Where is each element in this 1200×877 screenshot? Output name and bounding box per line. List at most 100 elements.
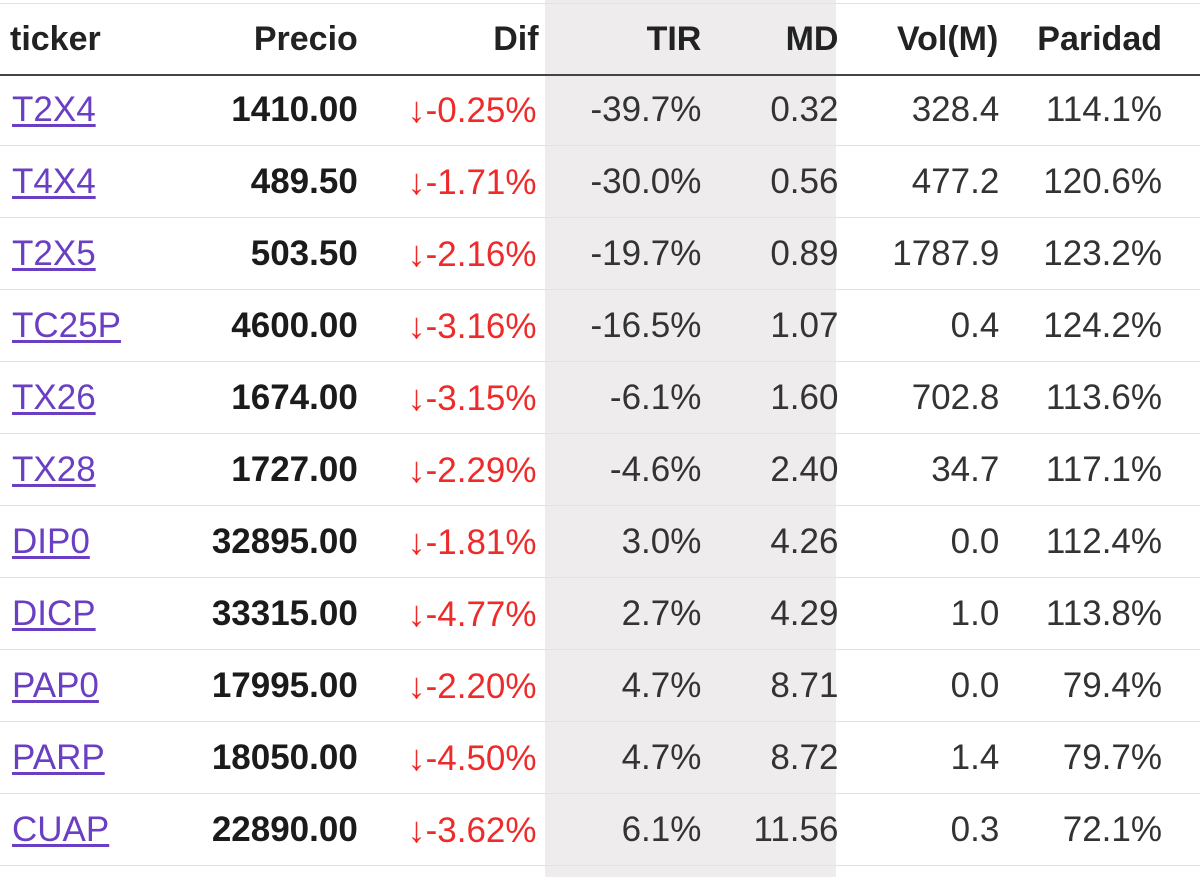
change-value: -4.77% [425, 594, 537, 634]
md-cell: 2.40 [713, 433, 851, 506]
down-arrow-icon: ↓ [407, 664, 426, 706]
down-arrow-icon: ↓ [407, 376, 426, 418]
tir-cell: 3.0% [551, 505, 714, 578]
change-value: -4.50% [425, 738, 537, 778]
ticker-cell: DICP [0, 577, 155, 650]
change-value: -0.25% [425, 90, 537, 130]
ticker-link[interactable]: T4X4 [12, 161, 96, 201]
down-arrow-icon: ↓ [407, 232, 426, 274]
change-value: -1.81% [425, 522, 537, 562]
ticker-cell: PAP0 [0, 649, 155, 722]
price-cell: 33315.00 [154, 577, 361, 650]
change-cell: ↓-4.50% [360, 721, 552, 794]
volume-cell: 0.0 [850, 649, 1013, 722]
ticker-cell: T2X4 [0, 74, 155, 146]
md-cell: 1.60 [713, 361, 851, 434]
ticker-cell: TX28 [0, 433, 155, 506]
header-ticker[interactable]: ticker [10, 19, 101, 58]
ticker-link[interactable]: TX28 [12, 449, 96, 489]
table-row: PARP 18050.00 ↓-4.50% 4.7% 8.72 1.4 79.7% [0, 721, 1200, 794]
parity-cell: 120.6% [1012, 145, 1200, 218]
md-cell: 1.07 [713, 289, 851, 362]
volume-cell: 328.4 [850, 74, 1013, 146]
parity-cell: 117.1% [1012, 433, 1200, 506]
price-cell: 22890.00 [154, 793, 361, 866]
top-divider [0, 3, 1200, 4]
tir-cell: 4.7% [551, 649, 714, 722]
change-value: -2.16% [425, 234, 537, 274]
header-md[interactable]: MD [785, 19, 839, 58]
parity-cell: 124.2% [1012, 289, 1200, 362]
down-arrow-icon: ↓ [407, 520, 426, 562]
md-cell: 4.26 [713, 505, 851, 578]
price-cell: 32895.00 [154, 505, 361, 578]
change-cell: ↓-2.16% [360, 217, 552, 290]
bond-table: ticker Precio Dif TIR MD Vol(M) Paridad … [0, 4, 1200, 866]
md-cell: 4.29 [713, 577, 851, 650]
price-cell: 1410.00 [154, 74, 361, 146]
volume-cell: 1.4 [850, 721, 1013, 794]
change-cell: ↓-1.71% [360, 145, 552, 218]
header-divider [0, 74, 1200, 76]
change-value: -3.16% [425, 306, 537, 346]
parity-cell: 113.6% [1012, 361, 1200, 434]
change-value: -3.15% [425, 378, 537, 418]
volume-cell: 702.8 [850, 361, 1013, 434]
table-row: DIP0 32895.00 ↓-1.81% 3.0% 4.26 0.0 112.4% [0, 505, 1200, 578]
change-value: -2.20% [425, 666, 537, 706]
down-arrow-icon: ↓ [407, 160, 426, 202]
header-precio[interactable]: Precio [253, 19, 358, 58]
ticker-cell: TX26 [0, 361, 155, 434]
md-cell: 8.71 [713, 649, 851, 722]
table-row: PAP0 17995.00 ↓-2.20% 4.7% 8.71 0.0 79.4% [0, 649, 1200, 722]
parity-cell: 79.7% [1012, 721, 1200, 794]
change-value: -1.71% [425, 162, 537, 202]
ticker-cell: TC25P [0, 289, 155, 362]
change-cell: ↓-2.20% [360, 649, 552, 722]
ticker-cell: CUAP [0, 793, 155, 866]
header-tir[interactable]: TIR [646, 19, 702, 58]
down-arrow-icon: ↓ [407, 736, 426, 778]
ticker-cell: PARP [0, 721, 155, 794]
price-cell: 1674.00 [154, 361, 361, 434]
tir-cell: -39.7% [551, 74, 714, 146]
ticker-link[interactable]: PARP [12, 737, 105, 777]
volume-cell: 0.3 [850, 793, 1013, 866]
ticker-link[interactable]: PAP0 [12, 665, 99, 705]
table-header-row: ticker Precio Dif TIR MD Vol(M) Paridad [0, 4, 1200, 74]
header-paridad[interactable]: Paridad [1037, 19, 1162, 58]
price-cell: 503.50 [154, 217, 361, 290]
ticker-link[interactable]: DICP [12, 593, 96, 633]
change-cell: ↓-4.77% [360, 577, 552, 650]
table-row: T4X4 489.50 ↓-1.71% -30.0% 0.56 477.2 120.6% [0, 145, 1200, 218]
table-row: CUAP 22890.00 ↓-3.62% 6.1% 11.56 0.3 72.1% [0, 793, 1200, 866]
price-cell: 4600.00 [154, 289, 361, 362]
change-value: -3.62% [425, 810, 537, 850]
ticker-link[interactable]: CUAP [12, 809, 110, 849]
ticker-link[interactable]: T2X4 [12, 89, 96, 129]
down-arrow-icon: ↓ [407, 304, 426, 346]
md-cell: 0.89 [713, 217, 851, 290]
ticker-link[interactable]: TC25P [12, 305, 121, 345]
down-arrow-icon: ↓ [407, 88, 426, 130]
ticker-link[interactable]: DIP0 [12, 521, 90, 561]
down-arrow-icon: ↓ [407, 448, 426, 490]
ticker-link[interactable]: T2X5 [12, 233, 96, 273]
ticker-cell: DIP0 [0, 505, 155, 578]
header-dif[interactable]: Dif [493, 19, 539, 58]
change-cell: ↓-1.81% [360, 505, 552, 578]
ticker-cell: T4X4 [0, 145, 155, 218]
ticker-link[interactable]: TX26 [12, 377, 96, 417]
change-cell: ↓-3.15% [360, 361, 552, 434]
volume-cell: 34.7 [850, 433, 1013, 506]
parity-cell: 113.8% [1012, 577, 1200, 650]
table-row: TC25P 4600.00 ↓-3.16% -16.5% 1.07 0.4 124.2% [0, 289, 1200, 362]
down-arrow-icon: ↓ [407, 808, 426, 850]
tir-cell: -6.1% [551, 361, 714, 434]
tir-cell: -30.0% [551, 145, 714, 218]
table-row: T2X4 1410.00 ↓-0.25% -39.7% 0.32 328.4 114.1% [0, 74, 1200, 146]
volume-cell: 1.0 [850, 577, 1013, 650]
price-cell: 489.50 [154, 145, 361, 218]
table-row: DICP 33315.00 ↓-4.77% 2.7% 4.29 1.0 113.8% [0, 577, 1200, 650]
header-vol[interactable]: Vol(M) [896, 19, 999, 58]
